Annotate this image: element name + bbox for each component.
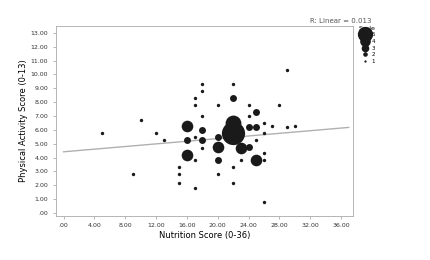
Point — [230, 121, 236, 125]
Point — [214, 158, 221, 162]
Point — [214, 172, 221, 176]
Point — [191, 135, 198, 139]
Point — [184, 138, 190, 142]
Point — [276, 103, 283, 107]
Point — [245, 103, 252, 107]
Point — [214, 135, 221, 139]
Point — [261, 200, 267, 204]
Point — [230, 165, 236, 170]
Point — [245, 114, 252, 118]
Point — [214, 145, 221, 149]
Point — [253, 110, 260, 114]
Point — [245, 145, 252, 149]
Point — [191, 186, 198, 190]
Point — [191, 158, 198, 162]
Point — [230, 180, 236, 185]
Point — [230, 96, 236, 100]
Point — [176, 165, 183, 170]
Point — [261, 121, 267, 125]
Point — [199, 138, 206, 142]
Point — [222, 128, 229, 132]
Point — [261, 151, 267, 155]
Point — [199, 82, 206, 86]
Point — [268, 124, 275, 128]
Point — [245, 125, 252, 129]
Point — [129, 172, 136, 176]
Y-axis label: Physical Activity Score (0-13): Physical Activity Score (0-13) — [19, 60, 28, 182]
Point — [191, 103, 198, 107]
Point — [253, 158, 260, 162]
Point — [284, 68, 291, 73]
Point — [292, 124, 298, 128]
Point — [99, 131, 106, 135]
Point — [284, 125, 291, 129]
Point — [230, 82, 236, 86]
Point — [237, 146, 244, 150]
Point — [214, 103, 221, 107]
Point — [230, 131, 236, 135]
Point — [261, 131, 267, 135]
Point — [184, 124, 190, 128]
Legend: 5, 4, 3, 2, 1: 5, 4, 3, 2, 1 — [358, 25, 376, 64]
Point — [199, 128, 206, 132]
X-axis label: Nutrition Score (0-36): Nutrition Score (0-36) — [159, 231, 250, 240]
Point — [160, 138, 167, 142]
Point — [199, 146, 206, 150]
Point — [191, 96, 198, 100]
Point — [199, 114, 206, 118]
Point — [176, 180, 183, 185]
Point — [253, 138, 260, 142]
Point — [237, 158, 244, 162]
Point — [261, 158, 267, 162]
Point — [137, 118, 144, 122]
Text: R: Linear = 0.013: R: Linear = 0.013 — [310, 18, 371, 24]
Point — [253, 125, 260, 129]
Point — [184, 153, 190, 157]
Point — [153, 131, 160, 135]
Point — [176, 172, 183, 176]
Point — [199, 89, 206, 93]
